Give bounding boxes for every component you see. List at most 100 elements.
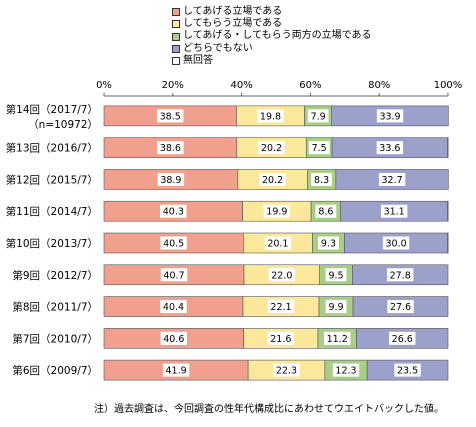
data-label: 20.2 [262, 175, 283, 186]
category-label: 第10回（2013/7） [6, 237, 98, 250]
data-label: 40.5 [163, 239, 184, 250]
data-label: 19.8 [260, 111, 281, 122]
data-label-bg [263, 204, 291, 218]
data-label-bg [157, 141, 184, 155]
data-label: 22.0 [271, 270, 292, 281]
category-label: 第14回（2017/7） [6, 103, 98, 116]
data-label-bg [325, 300, 347, 314]
legend-item: 無回答 [172, 55, 372, 67]
category-label: 第7回（2010/7） [12, 332, 98, 345]
legend-swatch [172, 44, 180, 53]
data-label-bg [264, 236, 292, 250]
data-label: 7.9 [311, 111, 326, 122]
data-label-bg [160, 236, 187, 250]
data-label-bg [324, 331, 351, 345]
legend-item: してもらう立場である [172, 18, 372, 30]
data-label: 21.6 [270, 334, 291, 345]
data-label-bg [387, 300, 414, 314]
data-label: 9.5 [328, 270, 343, 281]
data-label-bg [378, 172, 406, 186]
data-label-bg [394, 363, 421, 377]
data-label: 7.5 [312, 143, 327, 154]
category-label: 第6回（2009/7） [12, 364, 98, 377]
data-label-bg [258, 141, 285, 155]
data-label-bg [157, 172, 185, 186]
legend-item: どちらでもない [172, 43, 372, 55]
data-label: 40.4 [163, 302, 184, 313]
data-label: 8.3 [314, 175, 329, 186]
data-label-bg [380, 204, 408, 218]
bar-segment [447, 200, 449, 222]
data-label: 9.9 [328, 302, 343, 313]
data-label: 40.6 [163, 334, 184, 345]
data-label: 30.0 [385, 239, 406, 250]
data-label: 22.3 [276, 366, 297, 377]
legend-label: どちらでもない [183, 42, 253, 54]
data-label: 22.1 [270, 302, 291, 313]
data-label: 20.2 [261, 143, 282, 154]
legend-swatch [172, 56, 180, 65]
data-label: 26.6 [392, 334, 413, 345]
category-label: 第9回（2012/7） [12, 269, 98, 282]
data-label-bg [160, 204, 187, 218]
data-label: 9.3 [321, 239, 336, 250]
data-label: 8.6 [318, 207, 333, 218]
legend-label: してあげる・してもらう両方の立場である [183, 30, 372, 42]
data-label-bg [267, 300, 295, 314]
data-label-bg [332, 363, 360, 377]
data-label-bg [386, 268, 414, 282]
data-label: 19.9 [266, 207, 287, 218]
legend-item: してあげる立場である [172, 6, 372, 18]
data-label-bg [382, 236, 410, 250]
data-label: 33.9 [379, 111, 400, 122]
x-tick-label: 100% [434, 80, 463, 91]
footnote: 注）過去調査は、今回調査の性年代構成比にあわせてウエイトバックした値。 [94, 404, 444, 415]
x-tick-label: 80% [368, 80, 390, 91]
bar-segment [447, 137, 449, 158]
data-label-bg [376, 141, 404, 155]
data-label-bg [157, 109, 184, 123]
data-label-bg [257, 109, 284, 123]
data-label: 20.1 [267, 239, 288, 250]
legend-item: してあげる・してもらう両方の立場である [172, 30, 372, 42]
data-label-bg [162, 363, 190, 377]
x-tick-label: 60% [299, 80, 321, 91]
legend-swatch [172, 8, 180, 17]
data-label-bg [273, 363, 300, 377]
category-label: 第8回（2011/7） [12, 301, 98, 314]
data-label: 40.7 [163, 270, 184, 281]
data-label-bg [389, 331, 416, 345]
data-label: 38.6 [160, 143, 181, 154]
data-label: 33.6 [379, 143, 400, 154]
data-label-bg [376, 109, 404, 123]
data-label-bg [308, 141, 330, 155]
data-label-bg [307, 109, 329, 123]
legend-swatch [172, 20, 180, 29]
x-tick-label: 20% [162, 80, 184, 91]
data-label-bg [160, 268, 188, 282]
data-label: 11.2 [327, 334, 348, 345]
data-label-bg [160, 300, 187, 314]
category-label: 第11回（2014/7） [6, 205, 98, 218]
data-label-bg [315, 204, 337, 218]
data-label: 38.5 [160, 111, 181, 122]
legend: してあげる立場である してもらう立場である してあげる・してもらう両方の立場であ… [172, 6, 372, 67]
data-label: 12.3 [335, 366, 356, 377]
legend-swatch [172, 32, 180, 41]
x-tick-label: 40% [230, 80, 252, 91]
legend-label: 無回答 [183, 54, 213, 66]
data-label-bg [311, 172, 332, 186]
category-label: 第12回（2015/7） [6, 173, 98, 186]
x-tick-label: 0% [96, 80, 112, 91]
data-label-bg [318, 236, 339, 250]
bar-segment [447, 232, 449, 254]
data-label: 31.1 [384, 207, 405, 218]
data-label: 40.3 [163, 207, 184, 218]
legend-label: してあげる立場である [183, 6, 283, 17]
data-label: 41.9 [165, 366, 186, 377]
data-label: 23.5 [397, 366, 418, 377]
data-label-bg [259, 172, 286, 186]
category-label: 第13回（2016/7） [6, 142, 98, 155]
data-label-bg [160, 331, 188, 345]
